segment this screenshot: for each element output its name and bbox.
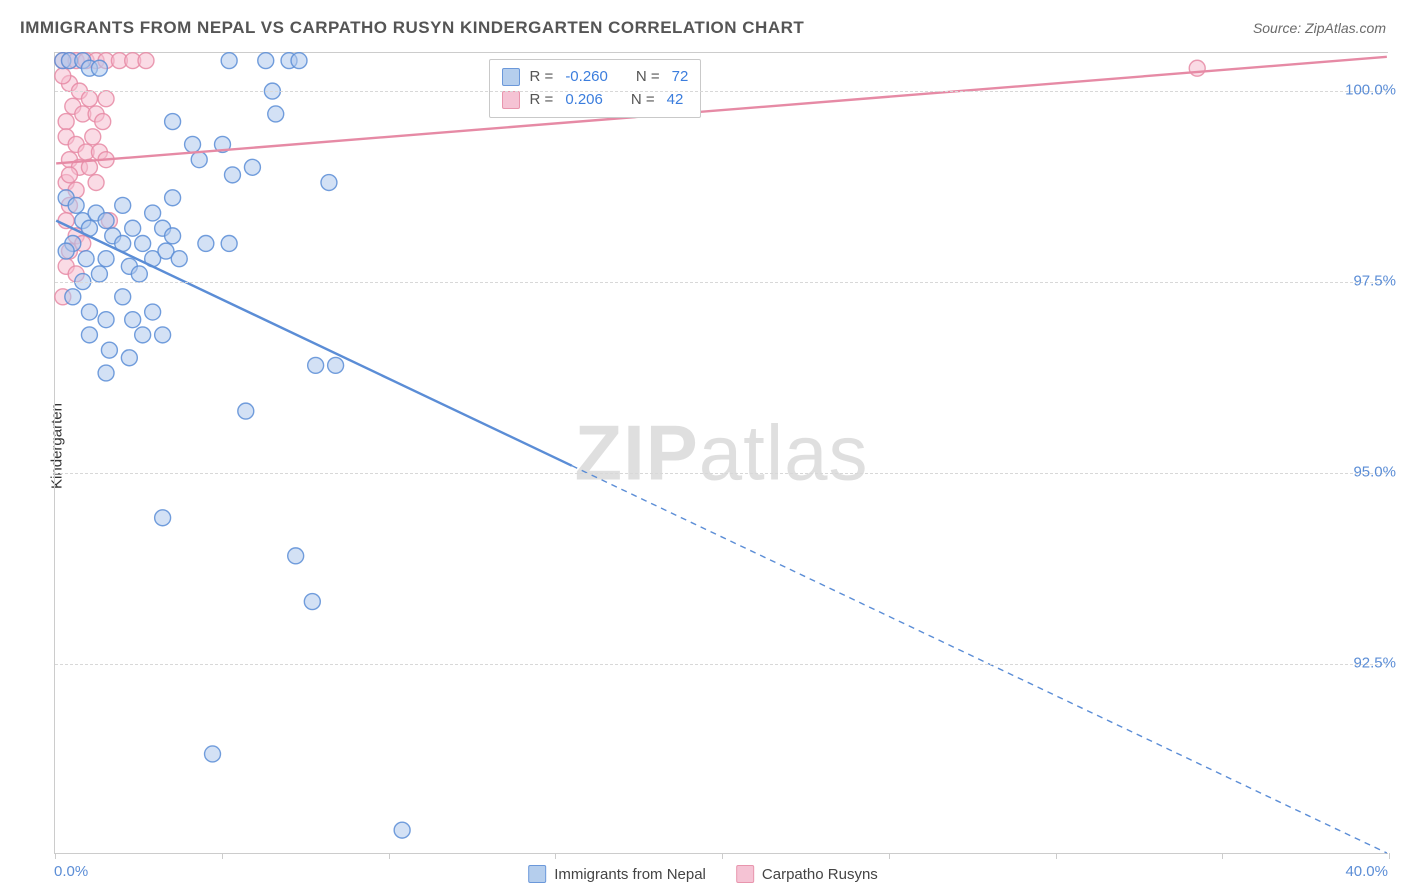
data-point-rusyn [95,114,111,130]
data-point-rusyn [138,53,154,69]
data-point-nepal [198,235,214,251]
data-point-rusyn [98,91,114,107]
n-label: N = [636,66,660,89]
data-point-nepal [81,327,97,343]
data-point-nepal [98,213,114,229]
x-tick-mark [222,853,223,859]
data-point-rusyn [58,114,74,130]
data-point-nepal [165,114,181,130]
data-point-nepal [125,220,141,236]
data-point-nepal [321,175,337,191]
legend-label-nepal: Immigrants from Nepal [554,866,706,883]
data-point-rusyn [61,167,77,183]
regression-line-rusyn [56,57,1387,164]
data-point-nepal [258,53,274,69]
data-point-nepal [131,266,147,282]
gridline [55,473,1388,474]
data-point-rusyn [81,91,97,107]
chart-area: ZIPatlas R =-0.260N =72R =0.206N =42 [54,52,1388,854]
legend-item-nepal: Immigrants from Nepal [528,865,706,883]
legend-swatch-rusyn [502,91,520,109]
gridline [55,664,1388,665]
data-point-rusyn [55,68,71,84]
plot-svg [55,53,1388,853]
legend-swatch-nepal [502,68,520,86]
data-point-nepal [155,510,171,526]
y-tick-label: 97.5% [1353,273,1396,290]
x-tick-mark [889,853,890,859]
data-point-nepal [98,312,114,328]
data-point-nepal [288,548,304,564]
data-point-nepal [308,357,324,373]
data-point-nepal [205,746,221,762]
data-point-nepal [304,594,320,610]
data-point-nepal [135,327,151,343]
data-point-nepal [98,251,114,267]
x-tick-mark [1389,853,1390,859]
legend-swatch-nepal [528,865,546,883]
data-point-nepal [155,327,171,343]
legend-label-rusyn: Carpatho Rusyns [762,866,878,883]
data-point-nepal [135,235,151,251]
regression-line-dashed-nepal [572,466,1387,853]
x-tick-mark [722,853,723,859]
data-point-nepal [65,289,81,305]
data-point-nepal [91,266,107,282]
data-point-nepal [145,205,161,221]
series-legend: Immigrants from Nepal Carpatho Rusyns [528,865,878,883]
r-value-nepal: -0.260 [565,66,608,89]
r-label: R = [530,66,554,89]
data-point-nepal [145,304,161,320]
y-tick-label: 95.0% [1353,464,1396,481]
data-point-nepal [224,167,240,183]
data-point-nepal [191,152,207,168]
x-tick-label: 0.0% [54,863,88,880]
n-value-nepal: 72 [672,66,689,89]
x-tick-mark [55,853,56,859]
x-tick-mark [1056,853,1057,859]
data-point-nepal [101,342,117,358]
data-point-nepal [121,350,137,366]
chart-title: IMMIGRANTS FROM NEPAL VS CARPATHO RUSYN … [20,18,804,38]
correlation-legend: R =-0.260N =72R =0.206N =42 [489,59,702,118]
data-point-nepal [58,243,74,259]
data-point-nepal [221,235,237,251]
y-tick-label: 100.0% [1345,82,1396,99]
data-point-nepal [165,190,181,206]
gridline [55,282,1388,283]
gridline [55,91,1388,92]
data-point-nepal [125,312,141,328]
x-tick-label: 40.0% [1345,863,1388,880]
data-point-nepal [291,53,307,69]
data-point-nepal [268,106,284,122]
legend-item-rusyn: Carpatho Rusyns [736,865,878,883]
data-point-rusyn [88,175,104,191]
data-point-nepal [238,403,254,419]
data-point-nepal [394,822,410,838]
data-point-nepal [185,136,201,152]
x-tick-mark [555,853,556,859]
legend-correlation-row-nepal: R = -0.260 N = 72 [502,66,689,89]
regression-line-nepal [56,221,572,466]
data-point-nepal [98,365,114,381]
data-point-nepal [68,197,84,213]
y-tick-label: 92.5% [1353,655,1396,672]
x-tick-mark [389,853,390,859]
data-point-nepal [221,53,237,69]
data-point-nepal [328,357,344,373]
data-point-nepal [115,289,131,305]
data-point-nepal [81,304,97,320]
source-attribution: Source: ZipAtlas.com [1253,20,1386,36]
data-point-rusyn [1189,60,1205,76]
data-point-nepal [91,60,107,76]
x-tick-mark [1222,853,1223,859]
legend-swatch-rusyn [736,865,754,883]
data-point-nepal [115,197,131,213]
data-point-rusyn [85,129,101,145]
data-point-nepal [244,159,260,175]
data-point-nepal [171,251,187,267]
data-point-nepal [78,251,94,267]
data-point-nepal [165,228,181,244]
